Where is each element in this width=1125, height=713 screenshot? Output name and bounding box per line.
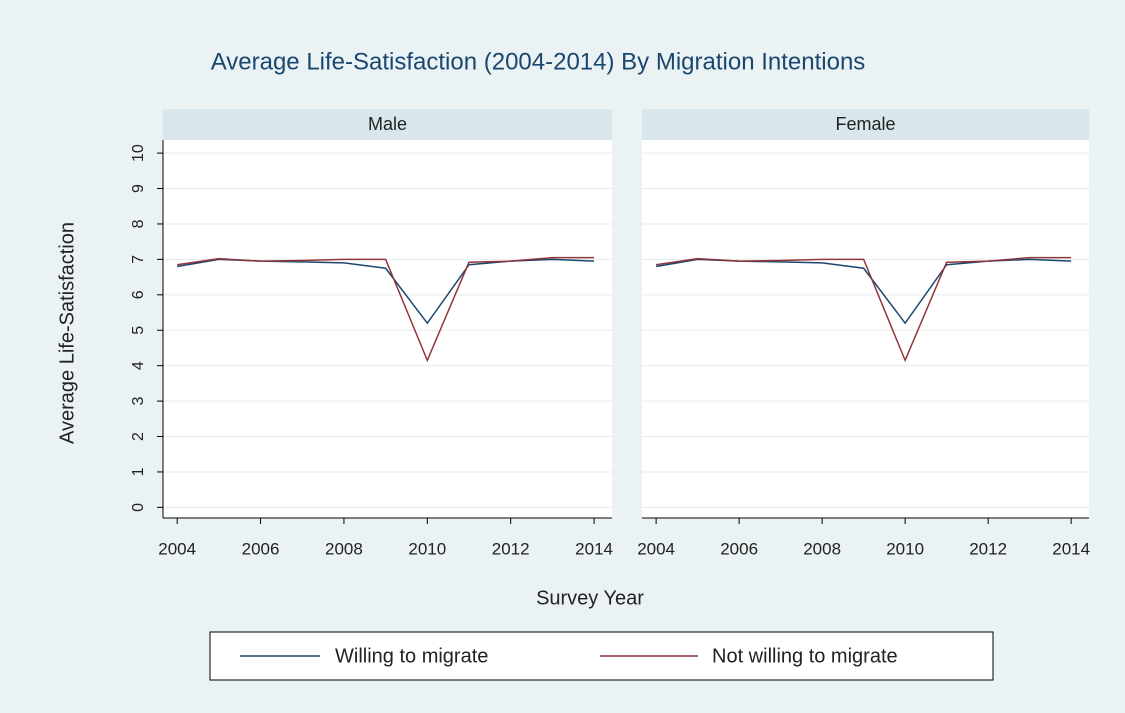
y-tick-label: 9 [130,184,147,193]
y-tick-label: 1 [130,467,147,476]
x-tick-label: 2010 [886,539,924,558]
series-line [656,256,1072,363]
x-tick-label: 2012 [969,539,1007,558]
y-tick-label: 2 [130,432,147,441]
x-tick-label: 2014 [1052,539,1090,558]
x-tick-label: 2006 [242,539,280,558]
series-line [177,256,595,363]
y-tick-label: 0 [130,503,147,512]
x-tick-label: 2004 [158,539,196,558]
y-tick-label: 7 [130,255,147,264]
x-tick-label: 2012 [492,539,530,558]
y-tick-label: 6 [130,290,147,299]
x-tick-label: 2006 [720,539,758,558]
y-tick-label: 8 [130,219,147,228]
y-tick-label: 3 [130,397,147,406]
x-tick-label: 2010 [408,539,446,558]
panel-header [163,109,612,140]
panel-header [642,109,1089,140]
x-axis-label: Survey Year [536,587,644,609]
plot-area [163,140,612,518]
x-tick-label: 2008 [803,539,841,558]
chart-title: Average Life-Satisfaction (2004-2014) By… [211,48,866,75]
y-tick-label: 10 [130,144,147,162]
y-tick-label: 5 [130,326,147,335]
x-tick-label: 2004 [637,539,675,558]
x-tick-label: 2008 [325,539,363,558]
legend-label: Willing to migrate [335,645,488,667]
legend-label: Not willing to migrate [712,645,898,667]
plot-area [642,140,1089,518]
x-tick-label: 2014 [575,539,613,558]
panel-title: Male [368,114,407,134]
y-tick-label: 4 [130,361,147,370]
y-axis-label: Average Life-Satisfaction [56,222,78,444]
panel-title: Female [835,114,895,134]
